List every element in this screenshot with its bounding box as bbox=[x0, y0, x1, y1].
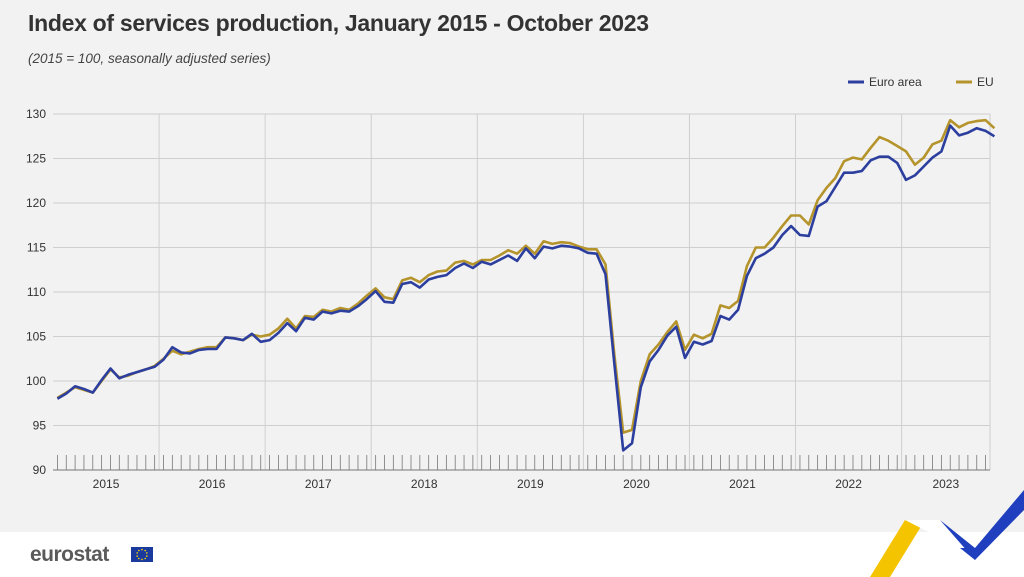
x-tick-label: 2017 bbox=[305, 477, 332, 491]
legend-label: EU bbox=[977, 75, 994, 89]
x-tick-label: 2021 bbox=[729, 477, 756, 491]
chart-subtitle: (2015 = 100, seasonally adjusted series) bbox=[28, 51, 271, 66]
x-tick-label: 2015 bbox=[93, 477, 120, 491]
legend: Euro area EU bbox=[848, 75, 994, 89]
x-tick-label: 2020 bbox=[623, 477, 650, 491]
y-tick-label: 130 bbox=[26, 107, 46, 121]
y-tick-label: 105 bbox=[26, 330, 46, 344]
y-tick-label: 90 bbox=[33, 463, 47, 477]
y-tick-label: 100 bbox=[26, 374, 46, 388]
legend-label: Euro area bbox=[869, 75, 922, 89]
x-tick-label: 2016 bbox=[199, 477, 226, 491]
series-line-eu bbox=[56, 118, 996, 434]
axis-layer: 90 95 100 105 110 115 120 125 130 2015 2016 2017 201… bbox=[26, 107, 990, 491]
x-tick-label: 2022 bbox=[835, 477, 862, 491]
y-tick-label: 110 bbox=[27, 285, 46, 299]
y-tick-label: 125 bbox=[26, 152, 46, 166]
series-layer bbox=[56, 118, 996, 452]
x-tick-label: 2019 bbox=[517, 477, 544, 491]
y-tick-label: 115 bbox=[27, 241, 46, 255]
eu-flag-icon bbox=[131, 547, 153, 562]
y-tick-label: 120 bbox=[26, 196, 46, 210]
y-tick-label: 95 bbox=[33, 419, 47, 433]
footer-band bbox=[0, 532, 1024, 577]
eurostat-logo: eurostat bbox=[30, 543, 109, 566]
x-tick-label: 2018 bbox=[411, 477, 438, 491]
x-tick-label: 2023 bbox=[932, 477, 959, 491]
chart-title: Index of services production, January 20… bbox=[28, 10, 649, 36]
series-line-euro-area bbox=[56, 124, 996, 452]
